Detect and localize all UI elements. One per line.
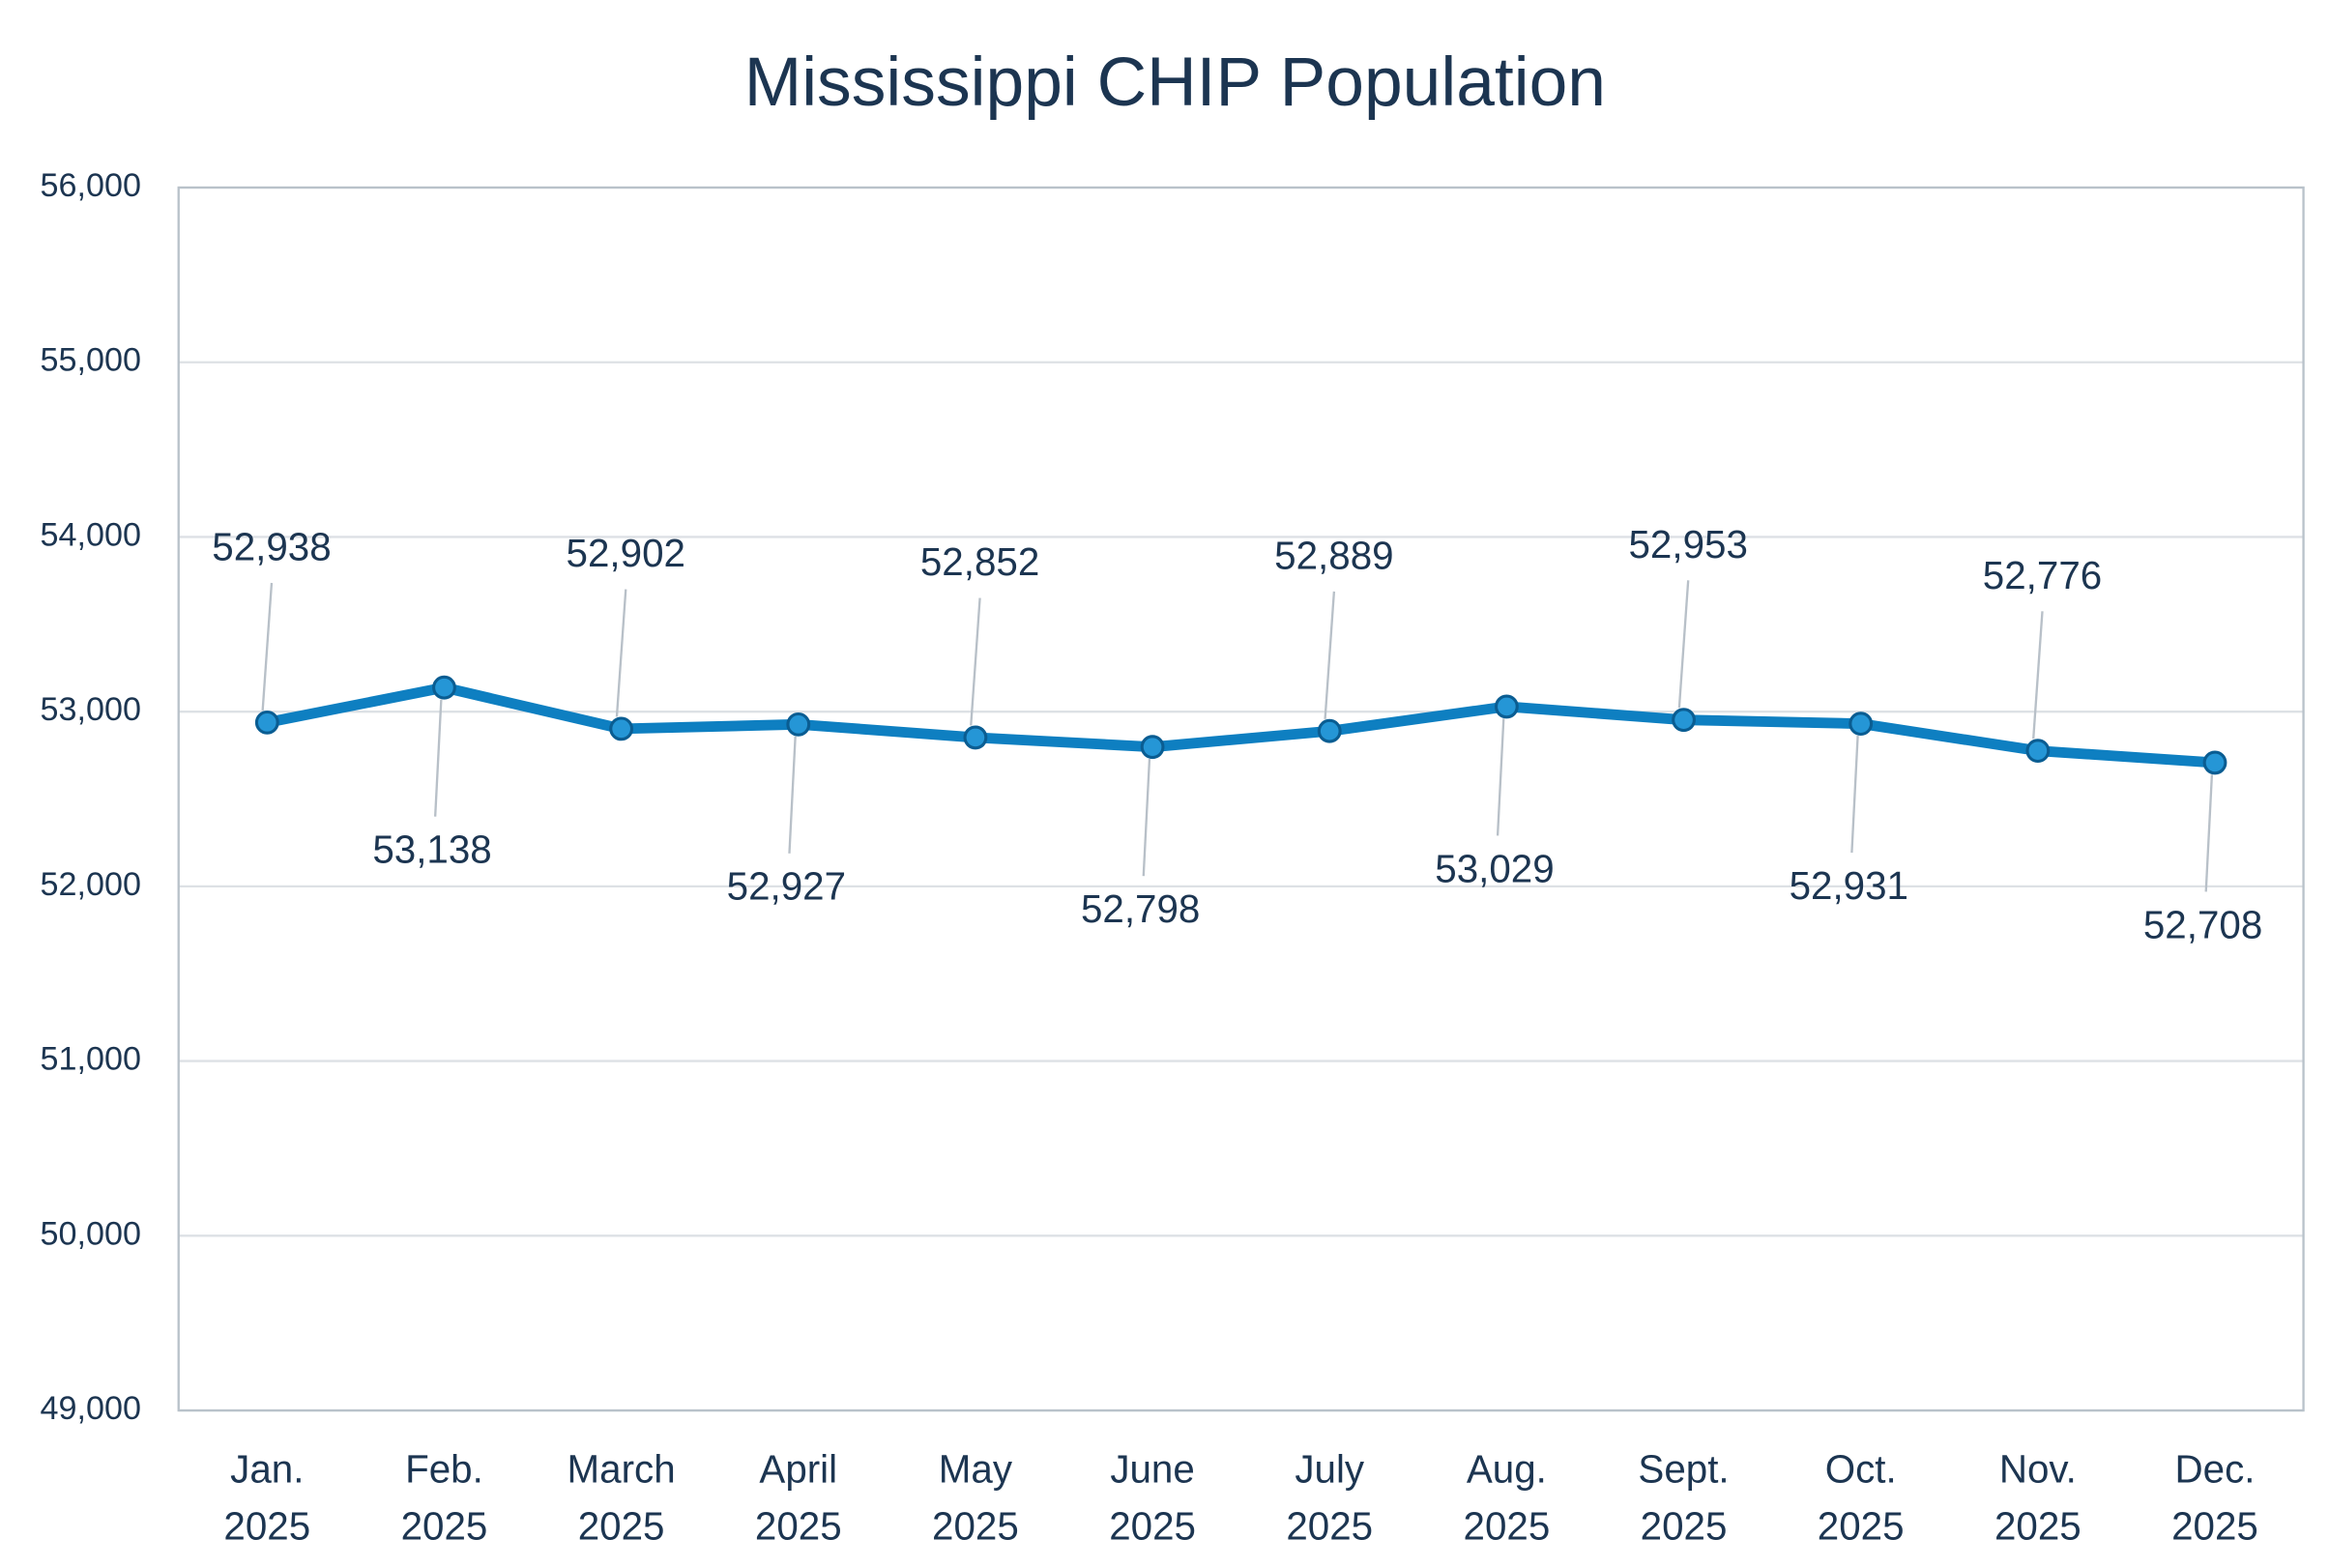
data-point <box>254 710 279 735</box>
leader-line <box>1142 759 1151 877</box>
leader-line <box>1850 735 1859 854</box>
data-point <box>2025 739 2051 764</box>
y-tick-label: 53,000 <box>41 691 141 728</box>
data-point <box>1849 711 1874 737</box>
data-label: 52,902 <box>567 531 685 575</box>
data-label: 52,708 <box>2143 902 2262 946</box>
data-label: 52,938 <box>212 525 331 569</box>
leader-line <box>2032 611 2044 740</box>
leader-line <box>970 597 981 726</box>
x-tick-label: Aug. 2025 <box>1464 1446 1551 1548</box>
data-point <box>1494 694 1519 719</box>
y-tick-label: 52,000 <box>41 866 141 903</box>
x-tick-label: Feb. 2025 <box>401 1446 488 1548</box>
y-tick-label: 56,000 <box>41 167 141 204</box>
leader-line <box>788 736 797 854</box>
data-point <box>2202 750 2227 775</box>
data-point <box>963 725 988 750</box>
data-point <box>1672 708 1696 733</box>
y-tick-label: 49,000 <box>41 1390 141 1427</box>
data-label: 52,889 <box>1274 533 1393 577</box>
leader-line <box>615 589 627 717</box>
data-point <box>786 711 811 737</box>
chart-title: Mississippi CHIP Population <box>744 44 1606 121</box>
plot-frame <box>177 186 2305 1412</box>
leader-line <box>1677 580 1690 709</box>
data-label: 53,029 <box>1435 846 1554 890</box>
leader-line <box>1324 591 1336 719</box>
x-tick-label: Sept. 2025 <box>1638 1446 1729 1548</box>
x-tick-label: April 2025 <box>755 1446 842 1548</box>
leader-line <box>1496 718 1505 836</box>
y-tick-label: 55,000 <box>41 342 141 379</box>
data-label: 52,776 <box>1983 553 2102 597</box>
x-tick-label: Oct. 2025 <box>1818 1446 1905 1548</box>
x-tick-label: Dec. 2025 <box>2171 1446 2258 1548</box>
x-tick-label: Jan. 2025 <box>223 1446 310 1548</box>
data-label: 52,852 <box>920 539 1039 584</box>
y-tick-label: 54,000 <box>41 516 141 553</box>
data-label: 53,138 <box>372 828 491 872</box>
leader-line <box>2204 774 2214 892</box>
x-tick-label: May 2025 <box>932 1446 1019 1548</box>
data-point <box>432 675 456 700</box>
x-tick-label: June 2025 <box>1109 1446 1196 1548</box>
data-line <box>266 682 2216 769</box>
x-tick-label: July 2025 <box>1286 1446 1373 1548</box>
data-point <box>1140 735 1165 760</box>
data-point <box>609 716 634 741</box>
data-label: 52,931 <box>1790 863 1908 908</box>
data-label: 52,953 <box>1628 522 1747 566</box>
data-label: 52,927 <box>727 864 846 909</box>
data-point <box>1317 718 1342 743</box>
x-tick-label: March 2025 <box>568 1446 676 1548</box>
y-tick-label: 51,000 <box>41 1041 141 1078</box>
x-tick-label: Nov. 2025 <box>1994 1446 2082 1548</box>
leader-line <box>433 699 443 817</box>
y-tick-label: 50,000 <box>41 1215 141 1252</box>
data-label: 52,798 <box>1081 886 1200 931</box>
leader-line <box>261 582 274 711</box>
